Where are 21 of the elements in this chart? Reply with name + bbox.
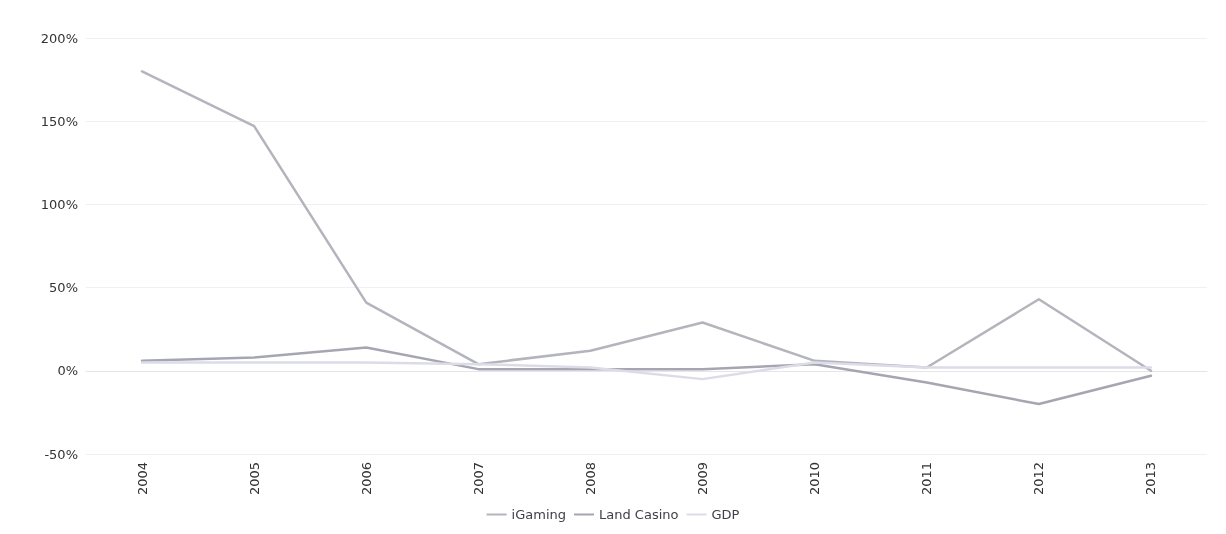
x-tick-label: 2010 — [807, 462, 823, 496]
x-tick-label: 2012 — [1031, 462, 1047, 496]
legend-label: iGaming — [511, 507, 567, 522]
x-tick-label: 2013 — [1143, 462, 1159, 496]
x-tick-label: 2009 — [695, 462, 711, 496]
x-tick-label: 2008 — [582, 462, 598, 496]
legend-label: Land Casino — [599, 507, 679, 522]
y-tick-label: -50% — [44, 446, 78, 462]
x-tick-label: 2005 — [246, 462, 262, 496]
line-series — [140, 346, 1153, 406]
y-tick-label: 150% — [40, 113, 78, 129]
x-tick-label: 2006 — [358, 462, 374, 496]
y-tick-label: 0% — [57, 363, 78, 379]
y-tick-label: 50% — [49, 280, 78, 296]
legend-label: GDP — [711, 507, 740, 522]
y-tick-label: 200% — [40, 30, 78, 46]
line-series — [140, 70, 1153, 373]
y-tick-label: 100% — [40, 196, 78, 212]
x-tick-label: 2004 — [134, 462, 150, 496]
x-tick-label: 2007 — [470, 462, 486, 496]
x-tick-label: 2011 — [919, 462, 935, 496]
